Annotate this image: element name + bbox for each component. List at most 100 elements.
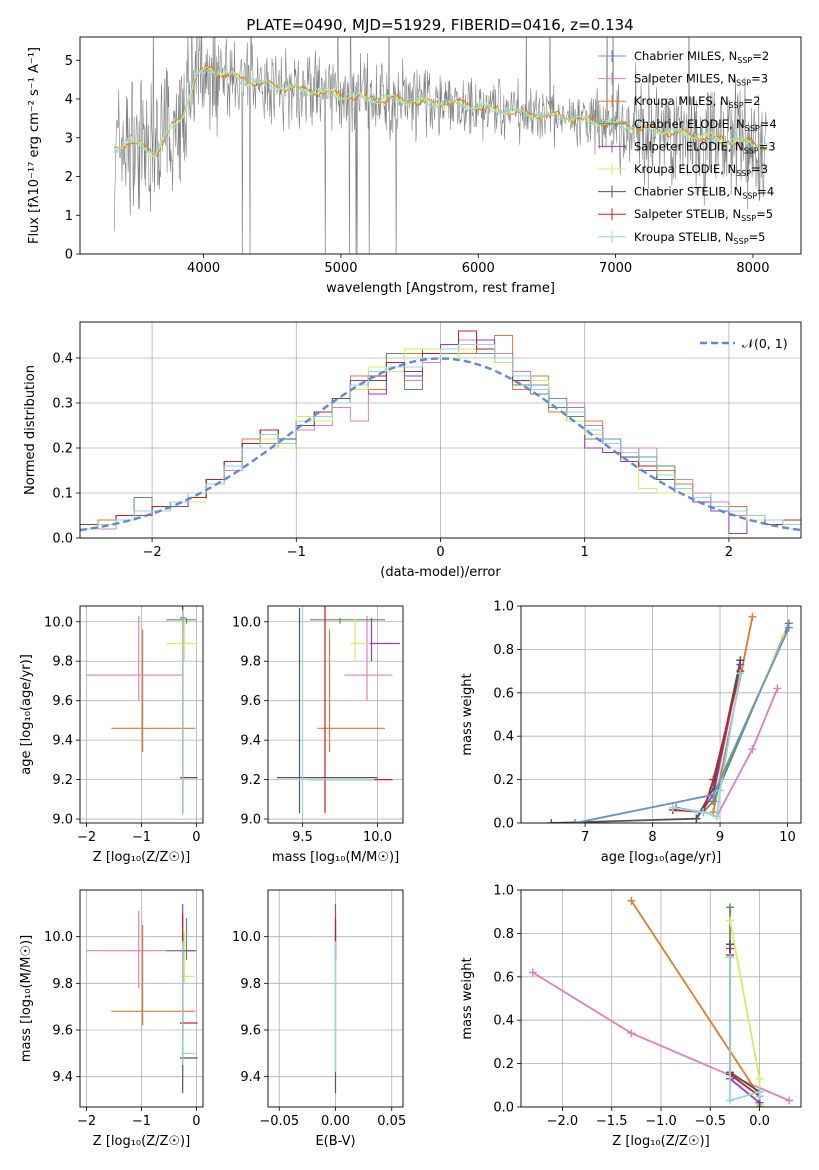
x-tick-label: −2 xyxy=(77,830,96,845)
weight-point-marker xyxy=(784,623,793,632)
y-tick-label: 2 xyxy=(65,170,73,185)
y-tick-label: 9.8 xyxy=(52,977,73,992)
weight-point-marker xyxy=(627,896,636,905)
legend-label-rest: =3 xyxy=(759,139,776,153)
x-tick-label: −2 xyxy=(77,1114,96,1129)
weight-point-marker xyxy=(716,786,725,795)
legend-label: Salpeter ELODIE, NSSP=3 xyxy=(634,139,776,155)
x-tick-label: 0 xyxy=(436,545,444,560)
y-tick-label: 1 xyxy=(65,209,73,224)
weight-series-line xyxy=(574,636,785,823)
model-spectrum-line xyxy=(113,67,768,156)
weight-point-marker xyxy=(785,1096,794,1105)
y-tick-label: 10.0 xyxy=(232,615,261,630)
y-tick-label: 0.1 xyxy=(52,487,73,502)
y-tick-label: 9.6 xyxy=(240,694,261,709)
axes-frame xyxy=(79,889,204,1108)
y-tick-label: 1.0 xyxy=(493,600,514,615)
y-tick-label: 9.8 xyxy=(52,655,73,670)
panel-mass_vs_Z: −2 −1 0 9.4 9.6 9.8 10.0 Z [log₁₀(Z/Z☉)] mass [l… xyxy=(19,889,204,1149)
legend-subscript: SSP xyxy=(729,101,744,110)
y-tick-label: 3 xyxy=(65,131,73,146)
legend-label: Salpeter STELIB, NSSP=5 xyxy=(634,207,773,223)
legend-label: 𝒩(0, 1) xyxy=(742,336,788,351)
x-tick-label: 0 xyxy=(192,1114,200,1129)
legend-label-rest: =3 xyxy=(751,72,768,86)
y-axis-label: mass [log₁₀(M/M☉)] xyxy=(19,935,34,1062)
weight-point-marker xyxy=(736,669,745,678)
weight-point-marker xyxy=(748,745,757,754)
y-tick-label: 0.6 xyxy=(493,970,514,985)
weight-point-marker xyxy=(726,916,735,925)
y-tick-label: 0.2 xyxy=(52,442,73,457)
y-tick-label: 0.8 xyxy=(493,643,514,658)
x-tick-label: 10 xyxy=(779,830,796,845)
y-tick-label: 9.8 xyxy=(240,655,261,670)
weight-point-marker xyxy=(755,1103,764,1107)
y-tick-label: 5 xyxy=(65,54,73,69)
y-tick-label: 0.2 xyxy=(493,773,514,788)
y-tick-label: 9.2 xyxy=(240,773,261,788)
legend-subscript: SSP xyxy=(737,56,752,65)
x-tick-label: 0.05 xyxy=(377,1114,406,1129)
x-tick-label: −1.0 xyxy=(645,1114,677,1129)
weight-series-line xyxy=(672,673,742,818)
weight-point-marker xyxy=(736,656,745,665)
weight-point-marker xyxy=(699,808,708,817)
panel-age_vs_mass: 9.5 10.0 9.0 9.2 9.4 9.6 9.8 10.0 mass [log₁₀(M/… xyxy=(232,605,404,865)
panel-mass_vs_ebv: −0.05 0.00 0.05 9.4 9.6 9.8 10.0 E(B-V) xyxy=(232,889,406,1149)
weight-point-marker xyxy=(726,1096,735,1105)
axes-frame xyxy=(267,605,404,824)
y-tick-label: 0.4 xyxy=(52,352,73,367)
plot-area xyxy=(277,606,400,816)
weight-point-marker xyxy=(755,1074,764,1083)
y-tick-label: 9.4 xyxy=(52,734,73,749)
plot-area xyxy=(547,612,793,823)
x-axis-label: mass [log₁₀(M/M☉)] xyxy=(272,850,399,865)
legend-label-rest: =5 xyxy=(756,207,773,221)
legend-label-rest: =2 xyxy=(744,94,761,108)
legend: 𝒩(0, 1) xyxy=(700,336,788,351)
x-tick-label: 0.00 xyxy=(321,1114,350,1129)
weight-point-marker xyxy=(668,803,677,812)
y-tick-label: 9.6 xyxy=(52,1024,73,1039)
y-tick-label: 0.2 xyxy=(493,1057,514,1072)
weight-point-marker xyxy=(709,775,718,784)
legend-label: Chabrier ELODIE, NSSP=4 xyxy=(634,117,777,133)
x-tick-label: −2 xyxy=(143,545,162,560)
legend-subscript: SSP xyxy=(741,214,756,223)
weight-point-marker xyxy=(773,684,782,693)
weight-point-marker xyxy=(712,812,721,821)
plot-area xyxy=(86,606,198,816)
axes-frame xyxy=(79,605,204,824)
legend-label: Kroupa ELODIE, NSSP=3 xyxy=(634,162,768,178)
weight-point-marker xyxy=(570,819,579,823)
y-tick-label: 10.0 xyxy=(44,930,73,945)
x-tick-label: −1 xyxy=(132,830,151,845)
x-tick-label: 0.0 xyxy=(749,1114,770,1129)
y-tick-label: 10.0 xyxy=(232,930,261,945)
x-tick-label: 7 xyxy=(581,830,589,845)
plot-area xyxy=(80,330,801,534)
x-tick-label: −1 xyxy=(287,545,306,560)
weight-series-line xyxy=(574,627,790,823)
y-tick-label: 9.4 xyxy=(240,734,261,749)
panel-spectrum: 4000 5000 6000 7000 8000 0 1 2 3 4 5 wavelength [An… xyxy=(27,36,802,296)
x-tick-label: 5000 xyxy=(324,261,357,276)
weight-series-line xyxy=(729,948,761,1104)
y-axis-label: mass weight xyxy=(460,673,475,755)
y-tick-label: 9.4 xyxy=(52,1070,73,1085)
weight-point-marker xyxy=(726,903,735,912)
y-tick-label: 9.6 xyxy=(52,694,73,709)
weight-point-marker xyxy=(726,953,735,962)
x-axis-label: E(B-V) xyxy=(315,1134,355,1149)
y-axis-label: mass weight xyxy=(460,957,475,1039)
legend-label: Salpeter MILES, NSSP=3 xyxy=(634,72,768,88)
axes-frame xyxy=(267,889,404,1108)
legend-label: Kroupa MILES, NSSP=2 xyxy=(634,94,760,110)
panel-age_vs_Z: −2 −1 0 9.0 9.2 9.4 9.6 9.8 10.0 Z [log₁₀(Z/Z☉)] a… xyxy=(19,605,204,865)
weight-point-marker xyxy=(709,790,718,799)
legend-subscript: SSP xyxy=(736,169,751,178)
x-tick-label: −0.5 xyxy=(695,1114,727,1129)
